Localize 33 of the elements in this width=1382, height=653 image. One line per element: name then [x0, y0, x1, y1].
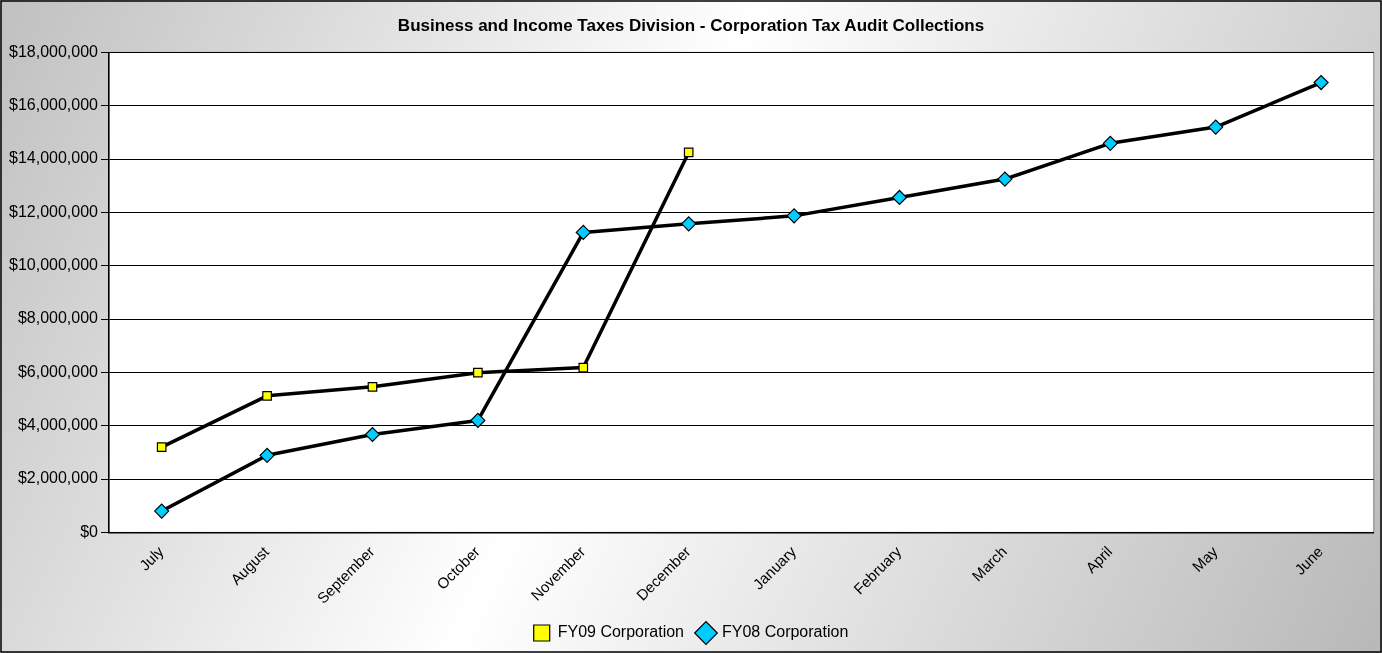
chart-title: Business and Income Taxes Division - Corporation Tax Audit Collections	[397, 15, 985, 35]
point	[575, 224, 591, 240]
point	[891, 189, 908, 206]
y-tick-label: $0	[80, 522, 99, 540]
legend-label: FY09 Corporation	[557, 623, 685, 641]
y-tick-label: $14,000,000	[8, 149, 99, 167]
y-tick-label: $4,000,000	[17, 416, 99, 434]
x-tick-label: July	[135, 542, 168, 574]
point	[470, 412, 486, 428]
x-tick-label: May	[1188, 542, 1222, 575]
point	[473, 367, 483, 378]
point	[1102, 135, 1118, 151]
point	[154, 503, 170, 519]
point	[259, 447, 275, 463]
point	[578, 362, 589, 373]
point	[997, 171, 1013, 187]
y-tick-label: $12,000,000	[8, 202, 99, 220]
point	[367, 381, 378, 392]
y-tick-label: $2,000,000	[17, 469, 99, 487]
y-tick-label: $8,000,000	[17, 309, 99, 327]
point	[156, 442, 167, 452]
point	[681, 216, 697, 232]
y-tick-label: $10,000,000	[8, 256, 99, 274]
y-tick-label: $16,000,000	[8, 96, 99, 114]
point	[1208, 119, 1224, 135]
legend-label: FY08 Corporation	[722, 623, 849, 641]
y-tick-label: $18,000,000	[8, 42, 99, 60]
point	[1313, 74, 1329, 91]
point	[364, 426, 381, 443]
point	[786, 208, 802, 224]
point	[262, 391, 272, 401]
y-tick-label: $6,000,000	[17, 362, 99, 380]
point	[683, 147, 694, 158]
